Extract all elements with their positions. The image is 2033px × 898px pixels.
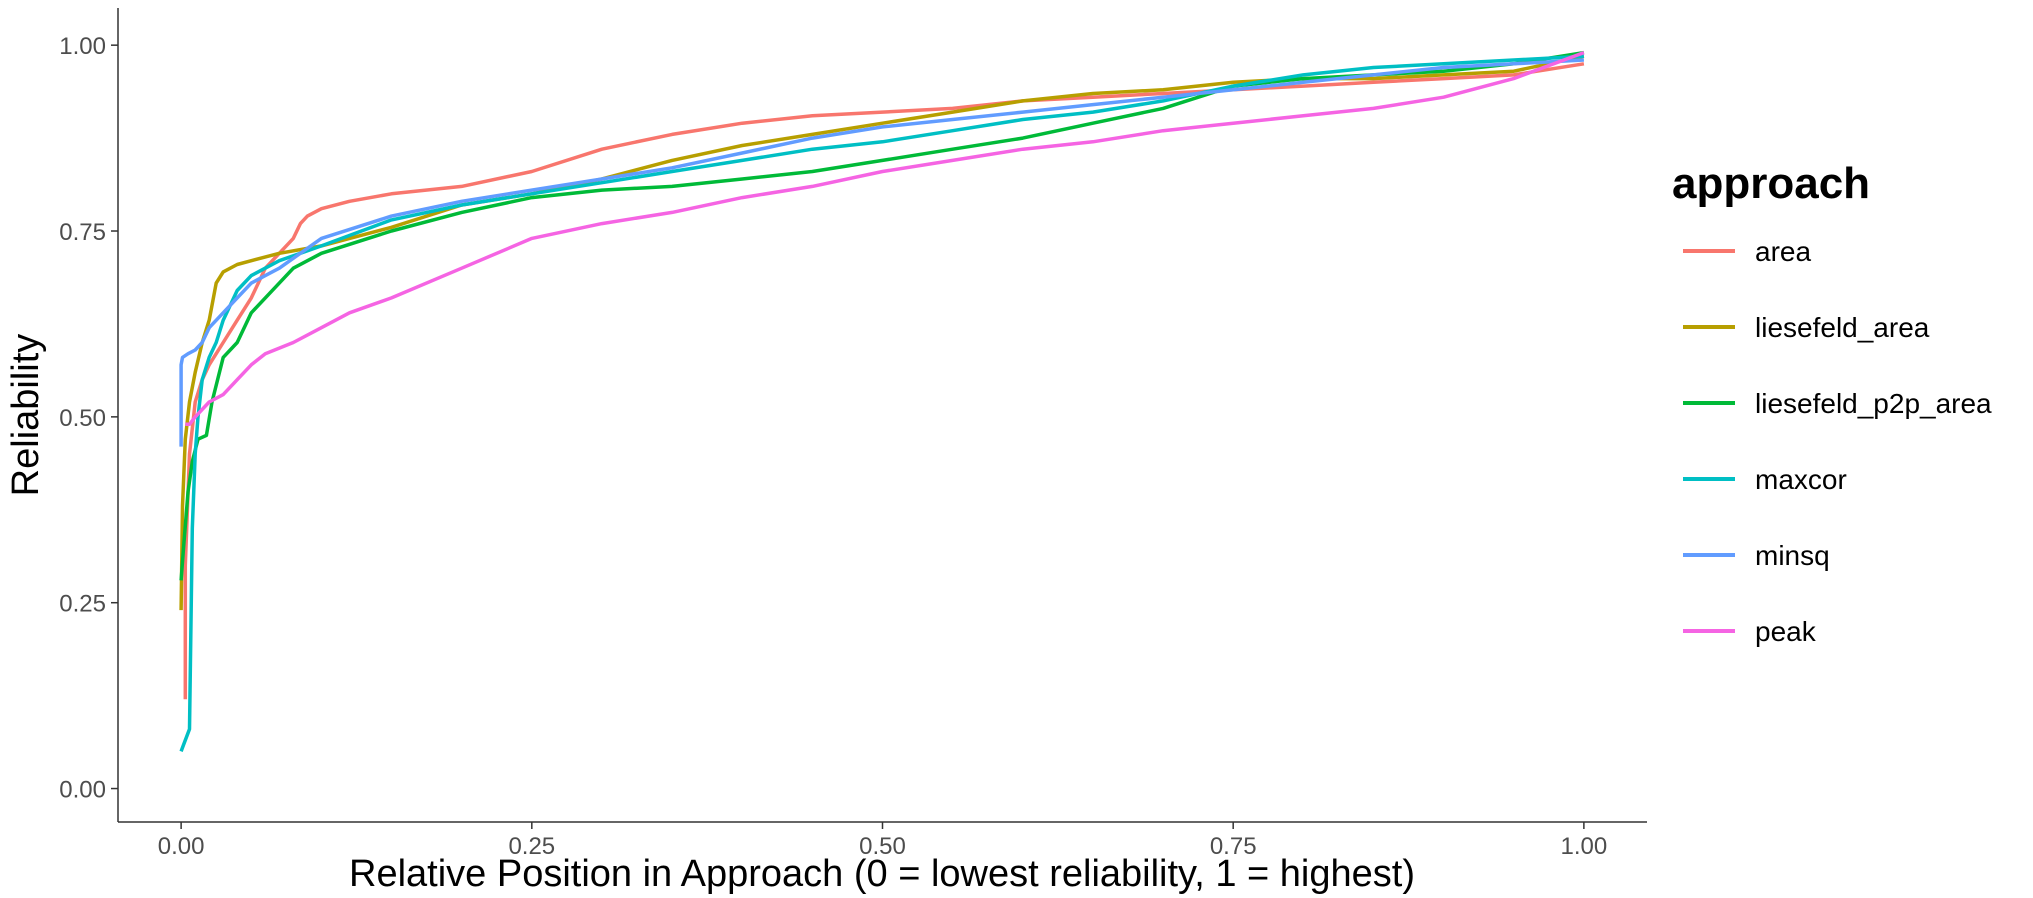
legend-item-maxcor: maxcor [1683,464,1847,495]
y-axis-title: Reliability [5,334,47,497]
legend-item-label: liesefeld_p2p_area [1755,388,1992,419]
legend-item-label: area [1755,236,1811,267]
y-tick-label: 0.50 [59,405,106,432]
x-tick-label: 0.25 [508,833,555,860]
legend-item-minsq: minsq [1683,540,1830,571]
legend-item-liesefeld-area: liesefeld_area [1683,312,1930,343]
legend-item-label: maxcor [1755,464,1847,495]
legend-item-area: area [1683,236,1811,267]
y-axis-ticks: 0.00 0.25 0.50 0.75 1.00 [59,33,118,804]
x-tick-label: 1.00 [1561,833,1608,860]
legend-item-label: peak [1755,616,1817,647]
x-tick-label: 0.00 [158,833,205,860]
x-axis-title: Relative Position in Approach (0 = lowes… [349,853,1415,895]
plot-lines [179,50,1585,753]
y-tick-label: 0.00 [59,777,106,804]
x-tick-label: 0.75 [1210,833,1257,860]
legend-item-label: liesefeld_area [1755,312,1930,343]
y-tick-label: 1.00 [59,33,106,60]
y-tick-label: 0.75 [59,219,106,246]
legend-title: approach [1672,159,1870,208]
series-line-peak [185,50,1585,427]
series-line-area [183,62,1585,700]
legend-entries: area liesefeld_area liesefeld_p2p_areamaxc… [1683,236,1992,647]
legend-item-label: minsq [1755,540,1830,571]
legend-item-liesefeld-p2p-area: liesefeld_p2p_area [1683,388,1992,419]
x-axis-ticks: 0.00 0.25 0.50 0.75 1.00 [158,822,1607,860]
legend-item-peak: peak [1683,616,1817,647]
series-line-minsq [179,58,1584,447]
x-tick-label: 0.50 [859,833,906,860]
y-tick-label: 0.25 [59,591,106,618]
legend: approach area liesefeld_area liesefeld_p2p… [1672,159,1992,647]
